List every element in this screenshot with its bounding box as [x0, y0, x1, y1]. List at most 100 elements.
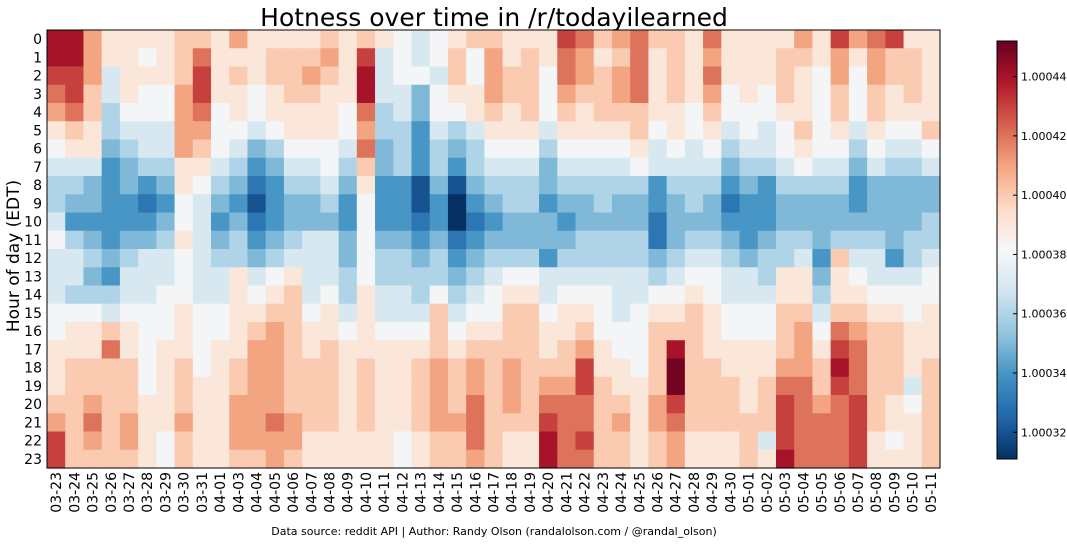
- heatmap-cell: [356, 230, 376, 250]
- heatmap-cell: [593, 449, 613, 469]
- x-tick-label: 03-23: [49, 472, 65, 513]
- heatmap-cell: [794, 395, 814, 414]
- heatmap-cell: [611, 249, 631, 268]
- heatmap-cell: [83, 449, 103, 469]
- heatmap-cell: [65, 267, 85, 287]
- heatmap-cell: [848, 395, 868, 414]
- heatmap-cell: [794, 267, 814, 287]
- heatmap-cell: [484, 84, 504, 104]
- heatmap-cell: [338, 303, 358, 323]
- heatmap-cell: [411, 413, 431, 433]
- y-tick-label: 13: [24, 269, 42, 285]
- heatmap-cell: [211, 121, 230, 141]
- heatmap-cell: [848, 340, 868, 360]
- heatmap-cell: [174, 267, 194, 287]
- heatmap-cell: [138, 431, 157, 451]
- heatmap-cell: [575, 139, 595, 159]
- heatmap-cell: [192, 413, 212, 433]
- heatmap-cell: [229, 431, 249, 451]
- heatmap-cell: [520, 431, 540, 451]
- heatmap-cell: [47, 212, 66, 232]
- heatmap-cell: [211, 285, 230, 305]
- heatmap-cell: [557, 157, 577, 177]
- heatmap-cell: [447, 66, 467, 86]
- heatmap-cell: [739, 449, 759, 469]
- heatmap-cell: [666, 303, 686, 323]
- heatmap-cell: [375, 84, 394, 104]
- heatmap-cell: [101, 66, 121, 86]
- heatmap-cell: [447, 303, 467, 323]
- heatmap-cell: [192, 48, 212, 68]
- heatmap-cell: [356, 103, 376, 122]
- heatmap-cell: [593, 121, 613, 141]
- heatmap-cell: [648, 285, 668, 305]
- heatmap-cell: [283, 139, 303, 159]
- heatmap-cell: [247, 121, 267, 141]
- heatmap-cell: [575, 267, 595, 287]
- heatmap-cell: [138, 230, 157, 250]
- heatmap-cell: [812, 249, 832, 268]
- heatmap-cell: [174, 303, 194, 323]
- heatmap-cell: [830, 139, 850, 159]
- heatmap-cell: [867, 413, 886, 433]
- heatmap-cell: [557, 431, 577, 451]
- heatmap-cell: [356, 340, 376, 360]
- heatmap-cell: [848, 157, 868, 177]
- heatmap-cell: [211, 376, 230, 396]
- heatmap-cell: [557, 303, 577, 323]
- heatmap-cell: [775, 176, 795, 195]
- heatmap-cell: [83, 431, 103, 451]
- heatmap-cell: [502, 84, 522, 104]
- heatmap-cell: [174, 212, 194, 232]
- heatmap-cell: [921, 66, 941, 86]
- heatmap-cell: [557, 413, 577, 433]
- heatmap-cell: [119, 103, 139, 122]
- heatmap-cell: [520, 303, 540, 323]
- heatmap-cell: [247, 157, 267, 177]
- heatmap-cell: [338, 194, 358, 214]
- heatmap-cell: [921, 84, 941, 104]
- heatmap-cell: [302, 48, 321, 68]
- heatmap-cell: [903, 121, 923, 141]
- heatmap-cell: [757, 358, 777, 378]
- heatmap-cell: [575, 121, 595, 141]
- heatmap-cell: [174, 413, 194, 433]
- heatmap-cell: [593, 285, 613, 305]
- y-tick-label: 17: [24, 342, 42, 358]
- heatmap-cell: [283, 376, 303, 396]
- heatmap-cell: [539, 285, 558, 305]
- heatmap-cell: [739, 176, 759, 195]
- y-tick-label: 19: [24, 379, 42, 395]
- heatmap-cell: [575, 449, 595, 469]
- heatmap-cell: [247, 30, 267, 49]
- heatmap-cell: [575, 176, 595, 195]
- heatmap-cell: [192, 431, 212, 451]
- heatmap-cell: [229, 285, 249, 305]
- heatmap-cell: [375, 176, 394, 195]
- heatmap-cell: [903, 431, 923, 451]
- heatmap-cell: [101, 267, 121, 287]
- heatmap-cell: [921, 139, 941, 159]
- heatmap-cell: [739, 30, 759, 49]
- heatmap-cell: [794, 431, 814, 451]
- x-tick-label: 04-09: [341, 472, 357, 513]
- heatmap-cell: [466, 121, 485, 141]
- heatmap-cell: [393, 449, 413, 469]
- heatmap-cell: [320, 48, 340, 68]
- heatmap-cell: [265, 30, 285, 49]
- heatmap-cell: [502, 30, 522, 49]
- heatmap-cell: [830, 340, 850, 360]
- heatmap-cell: [520, 66, 540, 86]
- heatmap-cell: [611, 84, 631, 104]
- heatmap-cell: [375, 376, 394, 396]
- heatmap-cell: [356, 212, 376, 232]
- heatmap-cell: [484, 103, 504, 122]
- heatmap-cell: [794, 84, 814, 104]
- heatmap-cell: [684, 121, 704, 141]
- heatmap-cell: [885, 413, 905, 433]
- heatmap-cell: [539, 157, 558, 177]
- heatmap-cell: [648, 395, 668, 414]
- heatmap-cell: [539, 249, 558, 268]
- heatmap-cell: [138, 358, 157, 378]
- heatmap-cell: [484, 157, 504, 177]
